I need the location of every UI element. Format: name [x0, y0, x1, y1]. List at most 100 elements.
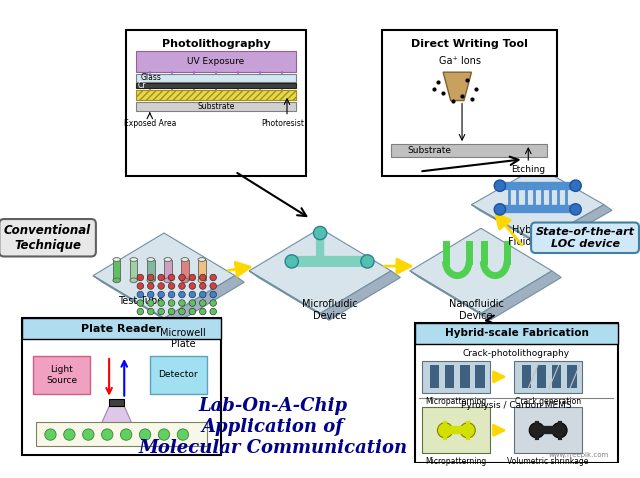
FancyBboxPatch shape — [126, 30, 306, 176]
Circle shape — [168, 274, 175, 281]
FancyBboxPatch shape — [415, 323, 618, 463]
Circle shape — [210, 291, 216, 298]
Circle shape — [179, 282, 185, 289]
Polygon shape — [410, 228, 552, 314]
Ellipse shape — [164, 258, 172, 261]
Bar — [537, 366, 547, 388]
Circle shape — [570, 180, 581, 191]
Text: Cr: Cr — [138, 81, 146, 90]
Bar — [109, 399, 124, 406]
Ellipse shape — [181, 278, 189, 282]
Polygon shape — [164, 276, 244, 325]
Text: Photoresist: Photoresist — [260, 119, 304, 128]
Polygon shape — [93, 276, 173, 325]
Text: Lab-On-A-Chip
Application of
Molecular Communication: Lab-On-A-Chip Application of Molecular C… — [138, 397, 408, 457]
Circle shape — [210, 282, 216, 289]
Bar — [514, 361, 582, 393]
Text: Light
Source: Light Source — [46, 365, 77, 385]
Polygon shape — [538, 205, 612, 248]
Circle shape — [137, 300, 143, 306]
Text: Volumetric shrinkage: Volumetric shrinkage — [508, 457, 589, 466]
Circle shape — [140, 429, 151, 440]
Ellipse shape — [181, 258, 189, 261]
Text: Micropatterning: Micropatterning — [426, 397, 487, 406]
Circle shape — [285, 255, 298, 268]
Bar — [130, 260, 138, 280]
Text: Direct Writing Tool: Direct Writing Tool — [411, 39, 527, 49]
Circle shape — [147, 300, 154, 306]
Circle shape — [147, 308, 154, 315]
Circle shape — [494, 204, 506, 215]
Text: Hybrid-scale
Fluidic Device: Hybrid-scale Fluidic Device — [508, 226, 577, 247]
Ellipse shape — [198, 278, 205, 282]
Bar — [136, 51, 296, 72]
FancyBboxPatch shape — [22, 318, 221, 456]
Circle shape — [147, 274, 154, 281]
Circle shape — [200, 300, 206, 306]
Circle shape — [168, 282, 175, 289]
Text: Detector: Detector — [158, 370, 198, 380]
Ellipse shape — [198, 258, 205, 261]
Bar — [198, 260, 205, 280]
Bar — [33, 356, 90, 394]
Text: Conventional
Technique: Conventional Technique — [4, 224, 91, 252]
Bar — [136, 101, 296, 111]
Circle shape — [64, 429, 75, 440]
Bar — [522, 366, 531, 388]
Text: Exposed Area: Exposed Area — [124, 119, 176, 128]
Ellipse shape — [147, 278, 154, 282]
Text: Photolithography: Photolithography — [162, 39, 270, 49]
Circle shape — [189, 308, 196, 315]
Circle shape — [438, 423, 452, 438]
Circle shape — [168, 308, 175, 315]
Ellipse shape — [130, 278, 138, 282]
Text: UV Exposure: UV Exposure — [188, 57, 244, 66]
Circle shape — [200, 308, 206, 315]
Bar — [476, 366, 484, 388]
FancyBboxPatch shape — [381, 30, 557, 176]
Ellipse shape — [130, 258, 138, 261]
Text: Etching: Etching — [511, 165, 545, 174]
Circle shape — [158, 282, 164, 289]
Ellipse shape — [113, 258, 120, 261]
Bar — [430, 366, 439, 388]
Text: Nanofluidic
Device: Nanofluidic Device — [449, 299, 504, 321]
Circle shape — [552, 423, 567, 438]
Circle shape — [200, 274, 206, 281]
Polygon shape — [472, 205, 546, 248]
Ellipse shape — [164, 278, 172, 282]
Bar — [391, 144, 547, 157]
Bar — [147, 260, 154, 280]
Polygon shape — [481, 271, 561, 320]
Circle shape — [189, 291, 196, 298]
Circle shape — [45, 429, 56, 440]
Polygon shape — [472, 167, 604, 242]
Circle shape — [494, 180, 506, 191]
Bar — [136, 90, 296, 99]
Bar — [422, 361, 490, 393]
Polygon shape — [98, 406, 136, 432]
Circle shape — [314, 227, 327, 239]
Text: Crack generation: Crack generation — [515, 397, 581, 406]
Circle shape — [158, 291, 164, 298]
Circle shape — [168, 300, 175, 306]
Bar — [36, 422, 207, 446]
Circle shape — [147, 282, 154, 289]
Bar — [445, 366, 454, 388]
Circle shape — [137, 308, 143, 315]
Text: Pyrolysis / Carbon MEMS: Pyrolysis / Carbon MEMS — [461, 402, 572, 411]
Polygon shape — [249, 228, 391, 314]
Circle shape — [168, 291, 175, 298]
Polygon shape — [443, 72, 472, 100]
Bar — [136, 74, 296, 82]
Circle shape — [460, 423, 476, 438]
Circle shape — [361, 255, 374, 268]
Text: Crack-photolithography: Crack-photolithography — [463, 349, 570, 358]
Circle shape — [158, 300, 164, 306]
Circle shape — [210, 308, 216, 315]
Text: Glass: Glass — [140, 73, 161, 82]
Polygon shape — [320, 271, 401, 320]
Text: Hybrid-scale Fabrication: Hybrid-scale Fabrication — [445, 328, 588, 338]
Circle shape — [137, 291, 143, 298]
Circle shape — [137, 282, 143, 289]
